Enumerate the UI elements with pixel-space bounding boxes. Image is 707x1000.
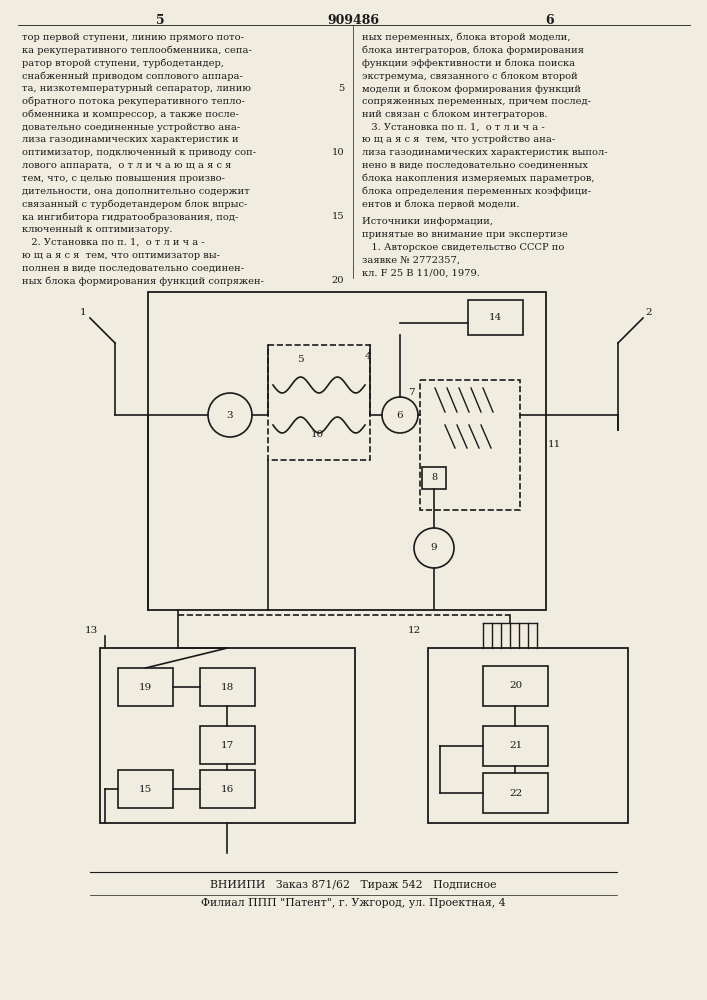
Bar: [483, 666, 548, 706]
Text: ных переменных, блока второй модели,: ных переменных, блока второй модели,: [362, 33, 571, 42]
Text: 15: 15: [332, 212, 344, 221]
Text: ных блока формирования функций сопряжен-: ных блока формирования функций сопряжен-: [22, 276, 264, 286]
Text: 12: 12: [408, 626, 421, 635]
Text: дительности, она дополнительно содержит: дительности, она дополнительно содержит: [22, 187, 250, 196]
Text: 909486: 909486: [327, 14, 379, 27]
Text: 7: 7: [408, 388, 414, 397]
Bar: [200, 668, 255, 706]
Text: 2. Установка по п. 1,  о т л и ч а -: 2. Установка по п. 1, о т л и ч а -: [22, 238, 205, 247]
Text: блока интеграторов, блока формирования: блока интеграторов, блока формирования: [362, 46, 584, 55]
Text: 20: 20: [509, 682, 522, 690]
Text: 19: 19: [139, 682, 152, 692]
Text: 3: 3: [227, 410, 233, 420]
Text: принятые во внимание при экспертизе: принятые во внимание при экспертизе: [362, 230, 568, 239]
Text: тем, что, с целью повышения произво-: тем, что, с целью повышения произво-: [22, 174, 225, 183]
Bar: [428, 648, 628, 823]
Bar: [483, 773, 548, 813]
Bar: [148, 292, 546, 610]
Text: 14: 14: [489, 313, 502, 322]
Text: 10: 10: [310, 430, 324, 439]
Bar: [420, 380, 520, 510]
Text: ентов и блока первой модели.: ентов и блока первой модели.: [362, 199, 520, 209]
Text: 11: 11: [548, 440, 561, 449]
Text: обратного потока рекуперативного тепло-: обратного потока рекуперативного тепло-: [22, 97, 245, 106]
Text: функции эффективности и блока поиска: функции эффективности и блока поиска: [362, 59, 575, 68]
Text: 5: 5: [338, 84, 344, 93]
Text: оптимизатор, подключенный к приводу соп-: оптимизатор, подключенный к приводу соп-: [22, 148, 256, 157]
Bar: [268, 345, 370, 460]
Text: ю щ а я с я  тем, что оптимизатор вы-: ю щ а я с я тем, что оптимизатор вы-: [22, 251, 220, 260]
Text: 22: 22: [509, 788, 522, 798]
Text: 5: 5: [156, 14, 164, 27]
Text: 21: 21: [509, 742, 522, 750]
Text: лового аппарата,  о т л и ч а ю щ а я с я: лового аппарата, о т л и ч а ю щ а я с я: [22, 161, 231, 170]
Text: та, низкотемпературный сепаратор, линию: та, низкотемпературный сепаратор, линию: [22, 84, 251, 93]
Text: снабженный приводом соплового аппара-: снабженный приводом соплового аппара-: [22, 71, 243, 81]
Text: 13: 13: [85, 626, 98, 635]
Text: кл. F 25 В 11/00, 1979.: кл. F 25 В 11/00, 1979.: [362, 268, 480, 277]
Text: тор первой ступени, линию прямого пото-: тор первой ступени, линию прямого пото-: [22, 33, 244, 42]
Text: 2: 2: [645, 308, 652, 317]
Text: сопряженных переменных, причем послед-: сопряженных переменных, причем послед-: [362, 97, 591, 106]
Text: 17: 17: [221, 740, 234, 750]
Bar: [200, 770, 255, 808]
Text: 15: 15: [139, 784, 152, 794]
Text: заявке № 2772357,: заявке № 2772357,: [362, 256, 460, 265]
Text: 1: 1: [80, 308, 87, 317]
Bar: [468, 300, 523, 335]
Text: ВНИИПИ   Заказ 871/62   Тираж 542   Подписное: ВНИИПИ Заказ 871/62 Тираж 542 Подписное: [210, 880, 496, 890]
Text: 6: 6: [546, 14, 554, 27]
Text: лиза газодинамических характеристик и: лиза газодинамических характеристик и: [22, 135, 239, 144]
Text: 5: 5: [297, 355, 303, 364]
Text: 10: 10: [332, 148, 344, 157]
Text: 16: 16: [221, 784, 234, 794]
Text: 6: 6: [397, 410, 403, 420]
Text: 3. Установка по п. 1,  о т л и ч а -: 3. Установка по п. 1, о т л и ч а -: [362, 123, 545, 132]
Text: ка рекуперативного теплообменника, сепа-: ка рекуперативного теплообменника, сепа-: [22, 46, 252, 55]
Text: экстремума, связанного с блоком второй: экстремума, связанного с блоком второй: [362, 71, 578, 81]
Text: 4: 4: [365, 352, 372, 361]
Text: нено в виде последовательно соединенных: нено в виде последовательно соединенных: [362, 161, 588, 170]
Bar: [422, 467, 446, 489]
Text: блока накопления измеряемых параметров,: блока накопления измеряемых параметров,: [362, 174, 595, 183]
Text: 9: 9: [431, 544, 438, 552]
Text: полнен в виде последовательно соединен-: полнен в виде последовательно соединен-: [22, 263, 244, 272]
Bar: [100, 648, 355, 823]
Text: 18: 18: [221, 682, 234, 692]
Text: ю щ а я с я  тем, что устройство ана-: ю щ а я с я тем, что устройство ана-: [362, 135, 555, 144]
Text: обменника и компрессор, а также после-: обменника и компрессор, а также после-: [22, 110, 239, 119]
Text: 8: 8: [431, 474, 437, 483]
Text: Источники информации,: Источники информации,: [362, 217, 493, 226]
Text: 1. Авторское свидетельство СССР по: 1. Авторское свидетельство СССР по: [362, 243, 564, 252]
Text: ка ингибитора гидратообразования, под-: ка ингибитора гидратообразования, под-: [22, 212, 238, 222]
Text: модели и блоком формирования функций: модели и блоком формирования функций: [362, 84, 581, 94]
Bar: [200, 726, 255, 764]
Text: довательно соединенные устройство ана-: довательно соединенные устройство ана-: [22, 123, 240, 132]
Text: Филиал ППП "Патент", г. Ужгород, ул. Проектная, 4: Филиал ППП "Патент", г. Ужгород, ул. Про…: [201, 898, 506, 908]
Bar: [483, 726, 548, 766]
Text: ратор второй ступени, турбодетандер,: ратор второй ступени, турбодетандер,: [22, 59, 224, 68]
Text: лиза газодинамических характеристик выпол-: лиза газодинамических характеристик выпо…: [362, 148, 607, 157]
Text: блока определения переменных коэффици-: блока определения переменных коэффици-: [362, 187, 591, 196]
Text: связанный с турбодетандером блок впрыс-: связанный с турбодетандером блок впрыс-: [22, 199, 247, 209]
Text: 20: 20: [332, 276, 344, 285]
Text: ний связан с блоком интеграторов.: ний связан с блоком интеграторов.: [362, 110, 547, 119]
Bar: [118, 770, 173, 808]
Bar: [118, 668, 173, 706]
Text: ключенный к оптимизатору.: ключенный к оптимизатору.: [22, 225, 173, 234]
